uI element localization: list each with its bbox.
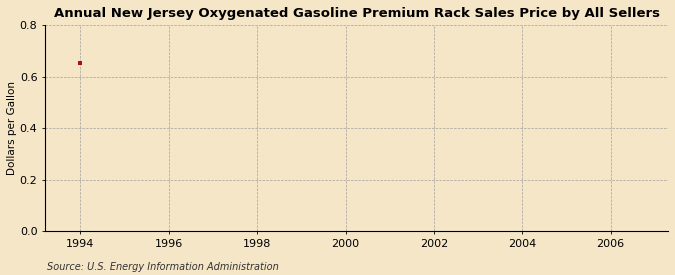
- Text: Source: U.S. Energy Information Administration: Source: U.S. Energy Information Administ…: [47, 262, 279, 272]
- Title: Annual New Jersey Oxygenated Gasoline Premium Rack Sales Price by All Sellers: Annual New Jersey Oxygenated Gasoline Pr…: [53, 7, 659, 20]
- Y-axis label: Dollars per Gallon: Dollars per Gallon: [7, 81, 17, 175]
